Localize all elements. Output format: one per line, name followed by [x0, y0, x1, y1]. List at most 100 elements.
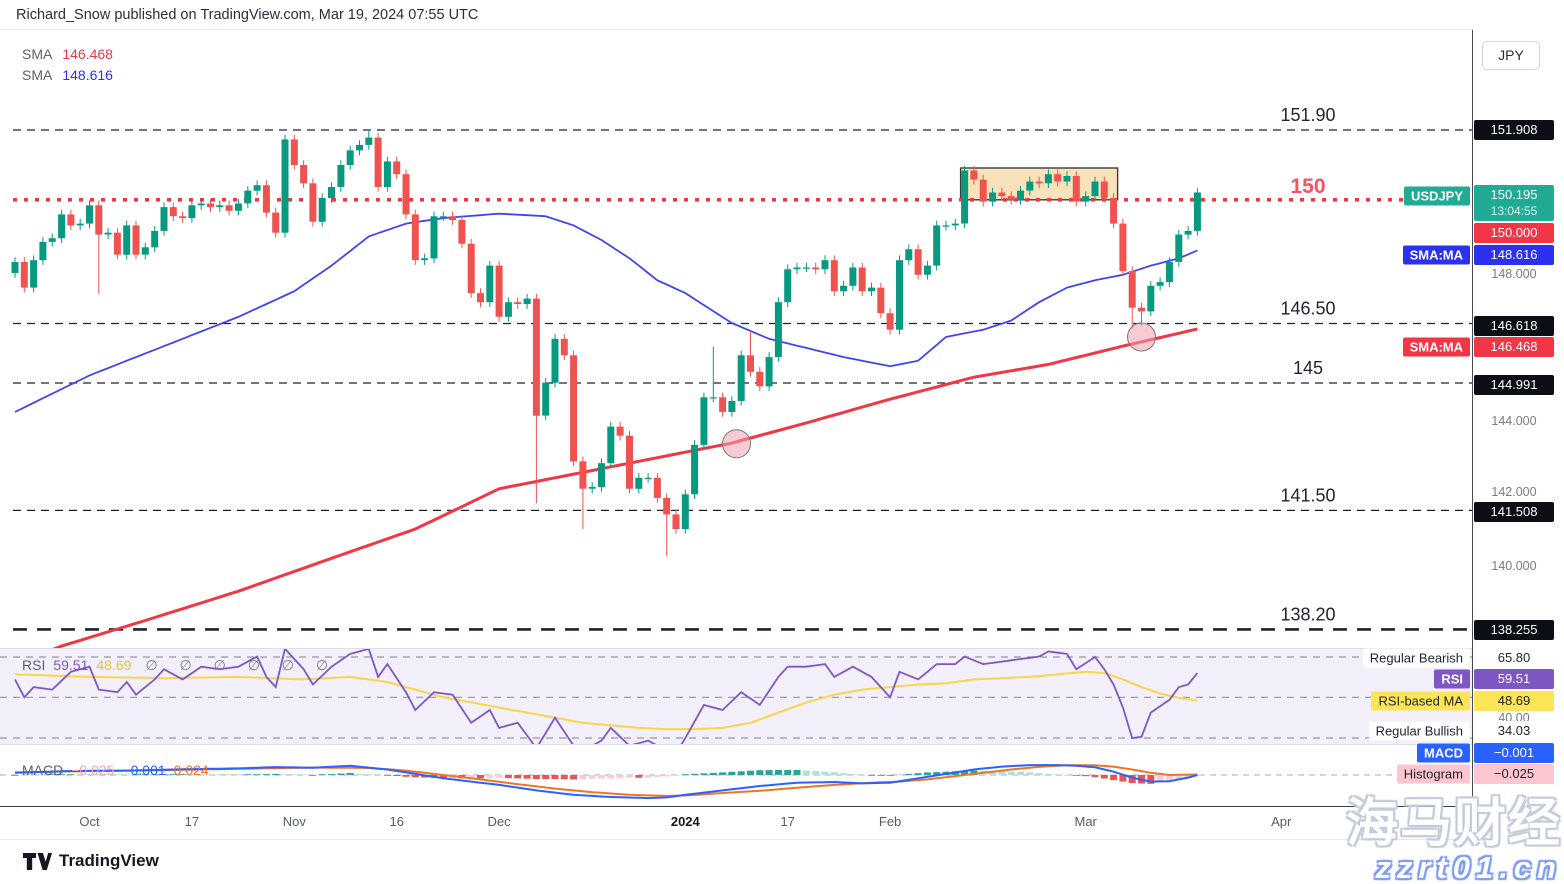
candle-body[interactable] [188, 205, 196, 219]
candle-body[interactable] [1138, 307, 1145, 312]
candle-body[interactable] [216, 205, 224, 208]
sma-200-line[interactable] [15, 327, 1198, 664]
candle-body[interactable] [225, 205, 233, 211]
candle-body[interactable] [560, 338, 568, 356]
time-axis-tick[interactable]: Apr [1271, 814, 1292, 829]
time-axis-tick[interactable]: Feb [878, 814, 902, 829]
candle-body[interactable] [411, 214, 419, 261]
candle-body[interactable] [737, 355, 745, 401]
candle-body[interactable] [244, 190, 252, 204]
candle-body[interactable] [858, 267, 866, 292]
candle-body[interactable] [477, 293, 484, 303]
candle-body[interactable] [30, 260, 38, 288]
currency-toggle-button[interactable]: JPY [1482, 41, 1540, 70]
candle-body[interactable] [123, 225, 131, 255]
candle-body[interactable] [830, 260, 838, 292]
candle-body[interactable] [439, 216, 447, 218]
candle-body[interactable] [318, 198, 326, 222]
candle-body[interactable] [998, 192, 1006, 197]
macd-legend-row[interactable]: MACD −0.025 −0.001 0.024 [22, 762, 209, 778]
candle-body[interactable] [532, 298, 540, 416]
candle-body[interactable] [290, 139, 298, 165]
candle-body[interactable] [979, 179, 987, 202]
candle-body[interactable] [672, 514, 680, 529]
candle-body[interactable] [151, 230, 159, 248]
candle-body[interactable] [923, 265, 931, 275]
sma-50-line[interactable] [14, 212, 1198, 413]
candle-body[interactable] [905, 249, 913, 261]
candle-body[interactable] [141, 247, 149, 255]
candle-body[interactable] [1017, 190, 1024, 200]
candle-body[interactable] [784, 269, 792, 303]
candle-body[interactable] [802, 267, 810, 269]
candle-body[interactable] [709, 397, 717, 399]
candle-body[interactable] [160, 207, 168, 231]
candle-body[interactable] [179, 216, 187, 219]
candle-body[interactable] [653, 477, 661, 498]
candle-body[interactable] [132, 225, 140, 255]
time-axis-tick[interactable]: 16 [1376, 814, 1391, 829]
candle-body[interactable] [281, 139, 289, 233]
pane-separator-rsi[interactable] [0, 648, 1564, 649]
macd-line[interactable] [14, 764, 1198, 800]
candle-body[interactable] [365, 137, 373, 145]
indicator-legend[interactable]: SMA 146.468 SMA 148.616 [22, 44, 113, 86]
candle-body[interactable] [663, 497, 671, 515]
candle-body[interactable] [1072, 176, 1080, 202]
candle-body[interactable] [1156, 282, 1164, 286]
candle-body[interactable] [765, 357, 773, 387]
candle-body[interactable] [896, 260, 903, 330]
candle-body[interactable] [346, 150, 354, 165]
candle-body[interactable] [449, 216, 457, 220]
candle-body[interactable] [942, 225, 950, 227]
candle-body[interactable] [48, 238, 56, 242]
candle-body[interactable] [1175, 234, 1183, 262]
rsi-ma-line[interactable] [14, 670, 1198, 731]
candle-body[interactable] [886, 313, 894, 330]
chart-canvas[interactable]: 151.90 150 146.50 145 141.50 138.20 [0, 0, 1472, 840]
candle-body[interactable] [570, 355, 578, 462]
candle-body[interactable] [691, 444, 699, 495]
candle-body[interactable] [11, 262, 19, 273]
candle-body[interactable] [821, 260, 829, 270]
candle-body[interactable] [113, 232, 121, 255]
candle-body[interactable] [700, 397, 708, 445]
candle-body[interactable] [747, 355, 754, 372]
candle-body[interactable] [598, 463, 605, 487]
candle-body[interactable] [877, 287, 885, 314]
time-axis-tick[interactable]: Dec [487, 814, 511, 829]
candle-body[interactable] [374, 137, 382, 187]
rsi-legend-row[interactable]: RSI 59.51 48.69 ∅ ∅ ∅ ∅ ∅ ∅ [22, 657, 337, 674]
candle-body[interactable] [681, 494, 689, 530]
candle-body[interactable] [1035, 181, 1043, 184]
candle-body[interactable] [588, 486, 596, 489]
candle-body[interactable] [207, 203, 214, 208]
candle-body[interactable] [1044, 174, 1052, 184]
candle-body[interactable] [20, 262, 28, 288]
candle-body[interactable] [793, 267, 801, 270]
time-axis-tick[interactable]: 17 [780, 814, 795, 829]
time-axis-tick[interactable]: Oct [79, 814, 100, 829]
candle-body[interactable] [989, 192, 997, 202]
price-axis[interactable]: JPY 151.908 150.195 13:04:55 150.000 148.616… [1473, 0, 1564, 840]
candle-body[interactable] [104, 232, 112, 235]
candle-body[interactable] [383, 161, 391, 187]
candle-body[interactable] [970, 170, 978, 180]
candle-body[interactable] [467, 243, 475, 294]
candle-body[interactable] [774, 302, 782, 358]
candle-body[interactable] [756, 371, 764, 387]
candle-body[interactable] [67, 214, 75, 226]
candle-body[interactable] [393, 161, 401, 175]
candle-body[interactable] [1119, 223, 1127, 272]
candle-body[interactable] [272, 212, 280, 233]
candle-body[interactable] [253, 185, 261, 191]
candle-body[interactable] [356, 144, 363, 151]
candle-body[interactable] [300, 165, 308, 184]
candle-body[interactable] [39, 241, 47, 261]
candle-body[interactable] [95, 205, 103, 235]
candle-body[interactable] [262, 185, 270, 213]
candle-body[interactable] [197, 203, 205, 206]
time-axis-tick[interactable]: 2024 [670, 814, 700, 829]
candle-body[interactable] [719, 397, 727, 412]
candle-body[interactable] [1100, 181, 1108, 199]
